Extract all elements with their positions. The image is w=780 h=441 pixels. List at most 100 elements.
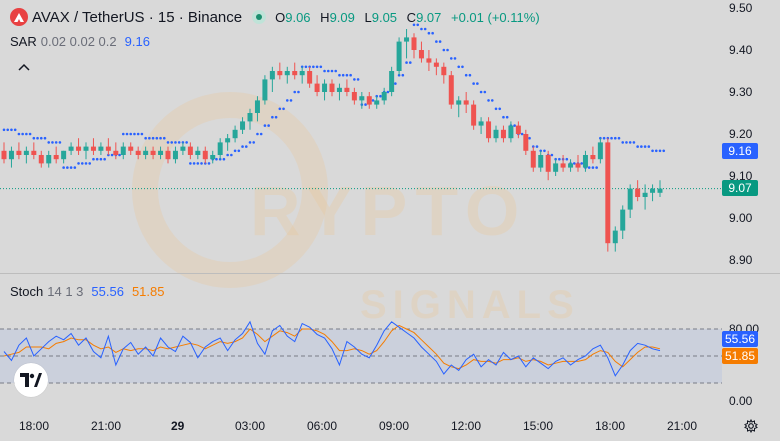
sar-dot: [457, 65, 461, 69]
sar-dot: [189, 162, 192, 165]
price-tick-label: 8.90: [729, 253, 753, 267]
sar-legend[interactable]: SAR 0.02 0.02 0.2 9.16: [10, 34, 150, 49]
candle-body: [418, 50, 424, 59]
sar-dot: [99, 157, 103, 161]
symbol-title[interactable]: AVAX / TetherUS · 15 · Binance: [32, 8, 243, 26]
sar-dot: [47, 141, 51, 144]
sar-dot: [207, 162, 211, 165]
sar-dot: [356, 78, 360, 81]
stoch-legend[interactable]: Stoch 14 1 3 55.56 51.85: [10, 284, 165, 299]
stoch-d-line: [3, 324, 661, 370]
time-tick-label: 21:00: [91, 419, 122, 433]
sar-dot: [54, 141, 58, 144]
candle-body: [217, 142, 223, 155]
sar-dot: [643, 145, 647, 148]
stoch-k-line: [3, 320, 661, 377]
candle-body: [508, 125, 514, 139]
time-tick-label: 06:00: [307, 419, 338, 433]
sar-dot: [58, 141, 62, 144]
low-label: L: [364, 9, 372, 25]
sar-dot: [379, 94, 382, 98]
sar-dot: [133, 132, 136, 136]
candle-body: [240, 121, 246, 130]
sar-dot: [51, 141, 54, 144]
candle-body: [605, 142, 611, 244]
avax-logo-icon: [10, 8, 28, 26]
candle-body: [404, 37, 410, 42]
candle-body: [105, 146, 111, 151]
sar-dot: [591, 166, 595, 169]
sar-dot: [125, 132, 129, 136]
sar-dot: [252, 141, 256, 144]
sar-dot: [136, 132, 140, 136]
candle-body: [493, 129, 499, 139]
sar-dot: [449, 57, 453, 60]
candle-body: [590, 155, 596, 160]
pane-divider[interactable]: [0, 273, 780, 274]
sar-dot: [326, 69, 330, 73]
stoch-k-value: 55.56: [91, 284, 124, 299]
sar-dot: [69, 166, 73, 169]
settings-gear-icon[interactable]: [744, 418, 758, 436]
candle-body: [553, 163, 559, 172]
sar-dot: [487, 99, 490, 102]
tradingview-logo[interactable]: [14, 363, 48, 397]
sar-dot: [651, 149, 654, 153]
market-status-icon: [252, 10, 267, 24]
sar-dot: [282, 107, 285, 111]
candle-body: [478, 121, 484, 126]
candle-body: [336, 87, 342, 92]
sar-dot: [170, 141, 174, 144]
price-tick-label: 9.20: [729, 127, 753, 141]
candle-body: [165, 150, 171, 160]
candle-body: [344, 87, 350, 92]
sar-dot: [613, 136, 617, 140]
candle-body: [83, 146, 89, 151]
sar-dot: [353, 78, 356, 81]
sar-dot: [144, 136, 147, 140]
sar-dot: [662, 149, 666, 153]
candle-body: [150, 150, 156, 155]
sar-dot: [285, 99, 289, 102]
close-value: 9.07: [416, 9, 442, 25]
sar-dot: [215, 157, 218, 161]
sar-dot: [520, 132, 524, 136]
change-value: +0.01 (+0.11%): [451, 9, 540, 25]
sar-dot: [464, 73, 468, 77]
candle-body: [433, 62, 439, 67]
sar-dot: [405, 61, 408, 64]
time-tick-label: 29: [171, 419, 185, 433]
sar-dot: [166, 141, 170, 144]
candle-body: [120, 146, 126, 155]
sar-dot: [483, 90, 487, 94]
candle-body: [135, 150, 141, 155]
sar-dot: [408, 61, 412, 64]
sar-dot: [617, 136, 621, 140]
collapse-chevron-up-icon[interactable]: [18, 60, 30, 74]
candle-body: [612, 230, 618, 244]
sar-dot: [304, 65, 308, 69]
sar-dot: [658, 149, 662, 153]
sar-dot: [118, 153, 121, 157]
sar-dot: [84, 162, 88, 165]
open-value: 9.06: [285, 9, 311, 25]
sar-dot: [479, 90, 483, 94]
candle-body: [158, 150, 164, 155]
symbol-header: AVAX / TetherUS · 15 · Binance O9.06 H9.…: [10, 8, 540, 26]
time-tick-label: 18:00: [19, 419, 50, 433]
candle-body: [1, 150, 7, 160]
sar-dot: [80, 162, 84, 165]
candle-body: [523, 134, 529, 151]
candle-body: [262, 79, 268, 101]
sar-dot: [472, 82, 475, 85]
sar-dot: [602, 136, 606, 140]
candle-body: [642, 192, 648, 197]
sar-dot: [446, 48, 449, 52]
sar-dot: [490, 99, 494, 102]
candle-body: [381, 92, 387, 101]
stoch-name: Stoch: [10, 284, 44, 299]
candle-body: [351, 92, 357, 101]
sar-dot: [420, 27, 423, 31]
candle-body: [411, 37, 417, 50]
